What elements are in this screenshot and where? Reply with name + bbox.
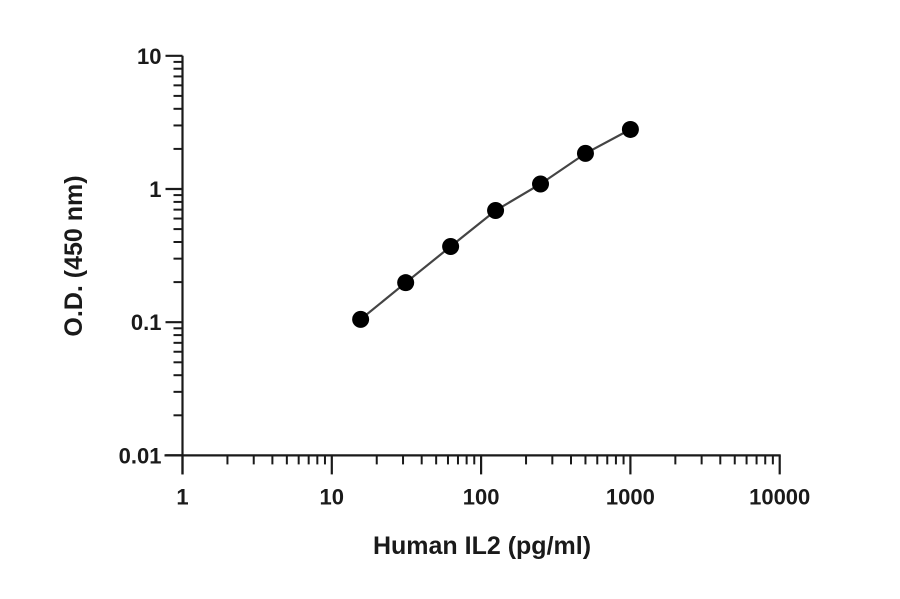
- y-axis: 0.01 0.1 1 10: [119, 44, 184, 475]
- data-series: [352, 120, 639, 328]
- x-axis-title: Human IL2 (pg/ml): [373, 532, 591, 560]
- y-axis-title: O.D. (450 nm): [60, 175, 88, 336]
- y-tick-label: 0.01: [119, 443, 162, 468]
- y-tick-label: 1: [149, 177, 161, 202]
- data-point: [576, 144, 594, 162]
- data-point: [442, 238, 460, 256]
- x-tick-label: 100: [463, 484, 500, 509]
- x-tick-label: 10: [320, 484, 344, 509]
- data-point: [621, 120, 639, 138]
- x-tick-label: 1: [176, 484, 188, 509]
- data-point: [532, 175, 550, 193]
- data-point: [397, 274, 415, 292]
- x-tick-label: 10000: [749, 484, 810, 509]
- data-point: [487, 201, 505, 219]
- x-tick-label: 1000: [606, 484, 655, 509]
- x-axis: 1 10 100 1000 10000: [164, 454, 810, 509]
- data-point: [352, 310, 370, 328]
- y-tick-label: 0.1: [131, 310, 162, 335]
- y-tick-label: 10: [137, 44, 161, 69]
